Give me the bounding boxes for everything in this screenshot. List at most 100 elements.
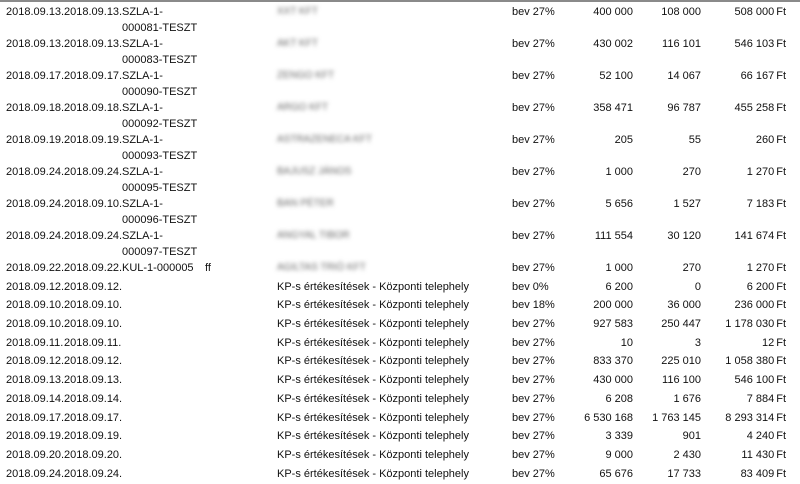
date-cell: 2018.09.20.	[6, 448, 65, 461]
invoice-list: 2018.09.13. 2018.09.13. SZLA-1-000081-​TES…	[0, 4, 800, 484]
due-date-cell: 2018.09.14.	[64, 392, 123, 405]
vat-rate-cell: bev 27%	[512, 102, 555, 114]
vat-rate-cell: bev 27%	[512, 467, 555, 480]
gross-amount-cell: 141 674 Ft	[734, 228, 786, 244]
due-date-cell: 2018.09.24.	[64, 467, 123, 480]
table-row[interactable]: 2018.09.11. 2018.09.11. KP-s értékesítések…	[0, 335, 800, 354]
partner-cell: ARGO KFT	[277, 102, 329, 113]
vat-amount-cell: 901	[682, 430, 701, 443]
partner-cell: KP-s értékesítések - Központi telephely	[277, 467, 469, 480]
gross-amount-cell: 83 409 Ft	[741, 466, 786, 482]
currency-label: Ft	[776, 355, 786, 368]
table-row[interactable]: 2018.09.10. 2018.09.10. KP-s értékesítések…	[0, 297, 800, 316]
due-date-cell: 2018.09.13.	[64, 38, 123, 50]
table-row[interactable]: 2018.09.13. 2018.09.13. SZLA-1-000083-​TES…	[0, 36, 800, 68]
due-date-cell: 2018.09.13.	[64, 6, 123, 18]
gross-amount-cell: 1 270 Ft	[747, 260, 786, 276]
gross-value: 83 409	[740, 467, 775, 480]
gross-amount-cell: 11 430 Ft	[741, 447, 786, 463]
date-cell: 2018.09.24.	[6, 230, 65, 242]
date-cell: 2018.09.19.	[6, 430, 65, 443]
due-date-cell: 2018.09.17.	[64, 411, 123, 424]
vat-rate-cell: bev 27%	[512, 448, 555, 461]
partner-cell: BAN PÉTER	[277, 198, 334, 209]
table-row[interactable]: 2018.09.22. 2018.09.22. KUL-1-000005 ff AGIL…	[0, 260, 800, 279]
table-row[interactable]: 2018.09.24. 2018.09.24. KP-s értékesítések…	[0, 466, 800, 484]
due-date-cell: 2018.09.13.	[64, 374, 123, 387]
due-date-cell: 2018.09.20.	[64, 448, 123, 461]
table-row[interactable]: 2018.09.13. 2018.09.13. KP-s értékesítések…	[0, 372, 800, 391]
gross-value: 4 240	[746, 430, 775, 443]
due-date-cell: 2018.09.24.	[64, 166, 123, 178]
due-date-cell: 2018.09.18.	[64, 102, 123, 114]
net-amount-cell: 9 000	[605, 448, 633, 461]
gross-amount-cell: 1 270 Ft	[747, 164, 786, 180]
due-date-cell: 2018.09.19.	[64, 430, 123, 443]
table-row[interactable]: 2018.09.20. 2018.09.20. KP-s értékesítések…	[0, 447, 800, 466]
date-cell: 2018.09.17.	[6, 411, 65, 424]
due-date-cell: 2018.09.12.	[64, 280, 123, 293]
table-row[interactable]: 2018.09.17. 2018.09.17. SZLA-1-000090-​TES…	[0, 68, 800, 100]
vat-amount-cell: 36 000	[667, 299, 701, 312]
partner-cell: KP-s értékesítések - Központi telephely	[277, 411, 469, 424]
currency-label: Ft	[776, 318, 786, 331]
date-cell: 2018.09.13.	[6, 38, 65, 50]
date-cell: 2018.09.19.	[6, 134, 65, 146]
table-row[interactable]: 2018.09.24. 2018.09.24. SZLA-1-000095-​TES…	[0, 164, 800, 196]
gross-amount-cell: 66 167 Ft	[741, 68, 786, 84]
currency-label: Ft	[776, 392, 786, 405]
vat-amount-cell: 55	[688, 134, 701, 146]
currency-label: Ft	[776, 38, 786, 50]
table-row[interactable]: 2018.09.18. 2018.09.18. SZLA-1-000092-​TES…	[0, 100, 800, 132]
gross-value: 7 183	[746, 198, 775, 210]
currency-label: Ft	[776, 230, 786, 242]
gross-amount-cell: 236 000 Ft	[734, 297, 786, 313]
currency-label: Ft	[776, 448, 786, 461]
partner-cell: ANGYAL TIBOR	[277, 230, 350, 241]
partner-cell: BAJUSZ JÁNOS	[277, 166, 352, 177]
table-row[interactable]: 2018.09.12. 2018.09.12. KP-s értékesítések…	[0, 353, 800, 372]
vat-rate-cell: bev 0%	[512, 280, 549, 293]
vat-amount-cell: 2 430	[673, 448, 701, 461]
date-cell: 2018.09.10.	[6, 299, 65, 312]
vat-amount-cell: 1 676	[673, 392, 701, 405]
gross-value: 508 000	[734, 6, 775, 18]
vat-rate-cell: bev 27%	[512, 70, 555, 82]
partner-cell: KP-s értékesítések - Központi telephely	[277, 448, 469, 461]
date-cell: 2018.09.24.	[6, 166, 65, 178]
partner-cell: KP-s értékesítések - Központi telephely	[277, 430, 469, 443]
vat-amount-cell: 108 000	[661, 6, 701, 18]
vat-amount-cell: 30 120	[667, 230, 701, 242]
partner-cell: KP-s értékesítések - Központi telephely	[277, 299, 469, 312]
table-row[interactable]: 2018.09.12. 2018.09.12. KP-s értékesítések…	[0, 279, 800, 298]
net-amount-cell: 1 000	[605, 262, 633, 274]
date-cell: 2018.09.14.	[6, 392, 65, 405]
table-row[interactable]: 2018.09.19. 2018.09.19. SZLA-1-000093-​TES…	[0, 132, 800, 164]
table-row[interactable]: 2018.09.14. 2018.09.14. KP-s értékesítések…	[0, 391, 800, 410]
partner-cell: KP-s értékesítések - Központi telephely	[277, 374, 469, 387]
table-row[interactable]: 2018.09.19. 2018.09.19. KP-s értékesítések…	[0, 428, 800, 447]
table-row[interactable]: 2018.09.17. 2018.09.17. KP-s értékesítések…	[0, 410, 800, 429]
table-row[interactable]: 2018.09.13. 2018.09.13. SZLA-1-000081-​TES…	[0, 4, 800, 36]
due-date-cell: 2018.09.11.	[64, 336, 122, 349]
vat-amount-cell: 225 010	[661, 355, 701, 368]
vat-amount-cell: 116 101	[662, 38, 701, 50]
currency-label: Ft	[776, 336, 786, 349]
gross-amount-cell: 12 Ft	[762, 335, 786, 351]
net-amount-cell: 927 583	[593, 318, 633, 331]
table-row[interactable]: 2018.09.24. 2018.09.24. SZLA-1-000097-​TES…	[0, 228, 800, 260]
date-cell: 2018.09.13.	[6, 374, 65, 387]
invoice-number-cell: SZLA-1-000090-​TESZT	[122, 70, 198, 98]
table-row[interactable]: 2018.09.10. 2018.09.10. KP-s értékesítések…	[0, 316, 800, 335]
gross-value: 1 270	[746, 166, 775, 178]
net-amount-cell: 3 339	[605, 430, 633, 443]
net-amount-cell: 10	[620, 336, 633, 349]
currency-label: Ft	[776, 299, 786, 312]
vat-rate-cell: bev 27%	[512, 336, 555, 349]
table-row[interactable]: 2018.09.24. 2018.09.10. SZLA-1-000096-​TES…	[0, 196, 800, 228]
currency-label: Ft	[776, 70, 786, 82]
date-cell: 2018.09.10.	[6, 318, 65, 331]
gross-amount-cell: 6 200 Ft	[747, 279, 786, 295]
vat-rate-cell: bev 27%	[512, 318, 555, 331]
currency-label: Ft	[776, 198, 786, 210]
